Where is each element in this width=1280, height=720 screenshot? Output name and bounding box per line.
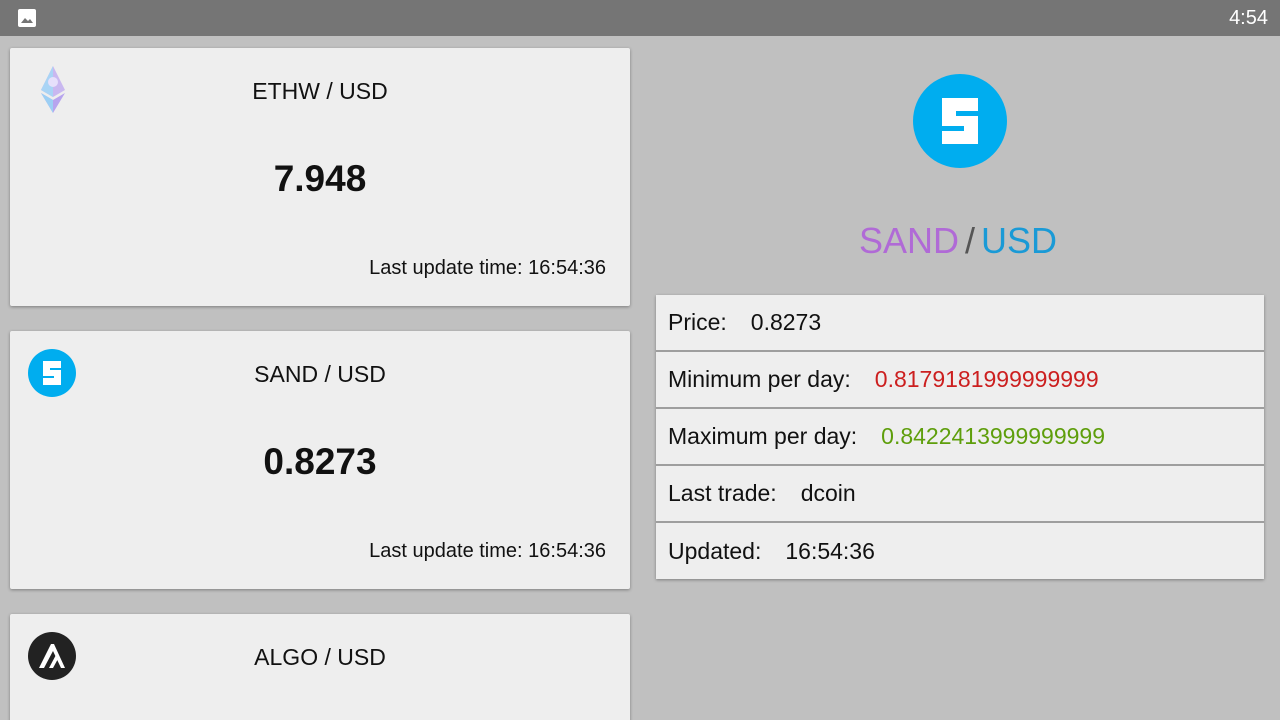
info-value: 0.8179181999999999 xyxy=(874,366,1099,392)
info-row-updated: Updated: 16:54:36 xyxy=(656,523,1264,579)
detail-info-table: Price: 0.8273 Minimum per day: 0.8179181… xyxy=(656,295,1264,579)
info-label: Updated: xyxy=(668,537,762,564)
card-price: 7.948 xyxy=(273,158,367,199)
sand-logo-icon xyxy=(913,74,1007,168)
detail-quote-symbol: USD xyxy=(981,220,1058,261)
algo-logo-icon xyxy=(28,632,76,680)
card-update-time: Last update time: 16:54:36 xyxy=(369,257,606,279)
info-value: 0.8422413999999999 xyxy=(881,423,1106,449)
coin-card-algo[interactable]: ALGO / USD xyxy=(10,614,630,720)
status-bar: 4:54 xyxy=(0,0,1280,36)
sand-logo-icon xyxy=(28,349,76,397)
status-clock: 4:54 xyxy=(1229,7,1268,29)
coin-card-sand[interactable]: SAND / USD 0.8273 Last update time: 16:5… xyxy=(10,331,630,589)
info-value: dcoin xyxy=(800,480,856,506)
info-label: Price: xyxy=(668,309,727,335)
card-pair-label: SAND / USD xyxy=(254,361,386,387)
info-value: 0.8273 xyxy=(750,309,822,335)
info-label: Maximum per day: xyxy=(668,423,858,449)
card-pair-label: ALGO / USD xyxy=(254,644,386,670)
info-label: Last trade: xyxy=(668,480,777,506)
info-value: 16:54:36 xyxy=(785,537,875,564)
info-row-price: Price: 0.8273 xyxy=(656,295,1264,352)
detail-pair-title: SAND / USD xyxy=(636,220,1280,262)
card-price: 0.8273 xyxy=(263,441,377,482)
info-row-last-trade: Last trade: dcoin xyxy=(656,466,1264,523)
info-row-maximum: Maximum per day: 0.8422413999999999 xyxy=(656,409,1264,466)
info-label: Minimum per day: xyxy=(668,366,851,392)
ethw-logo-icon xyxy=(41,66,65,113)
card-update-time: Last update time: 16:54:36 xyxy=(369,540,606,562)
card-pair-label: ETHW / USD xyxy=(252,78,388,104)
image-icon xyxy=(18,9,36,27)
detail-pair-separator: / xyxy=(965,220,976,261)
coin-card-ethw[interactable]: ETHW / USD 7.948 Last update time: 16:54… xyxy=(10,48,630,306)
info-row-minimum: Minimum per day: 0.8179181999999999 xyxy=(656,352,1264,409)
detail-base-symbol: SAND xyxy=(858,220,959,261)
